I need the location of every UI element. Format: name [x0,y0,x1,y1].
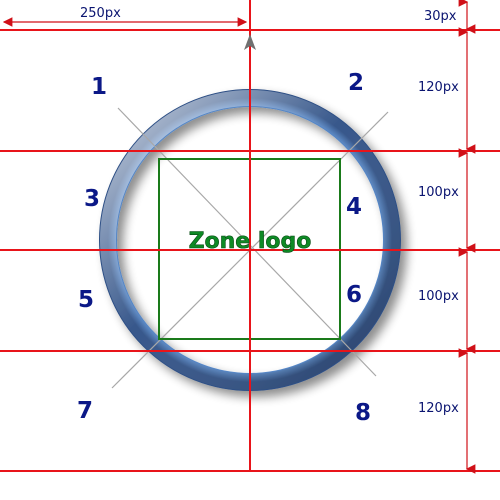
zone-label-5: 5 [78,287,94,313]
row1-height-label: 120px [418,80,459,95]
zone-label-7: 7 [77,398,93,424]
zone-label-1: 1 [91,74,107,100]
zone-label-4: 4 [346,194,362,220]
zone-label-6: 6 [346,282,362,308]
diagonal-line-a [117,107,377,377]
zone-label-2: 2 [348,70,364,96]
zone-logo-label: Zone logo [189,229,312,254]
row2-height-label: 100px [418,185,459,200]
top-height-label: 30px [424,9,457,24]
up-arrow-icon [244,34,256,50]
width-label: 250px [80,6,121,21]
row3-height-label: 100px [418,289,459,304]
zone-label-3: 3 [84,186,100,212]
zone-label-8: 8 [355,400,371,426]
row4-height-label: 120px [418,401,459,416]
